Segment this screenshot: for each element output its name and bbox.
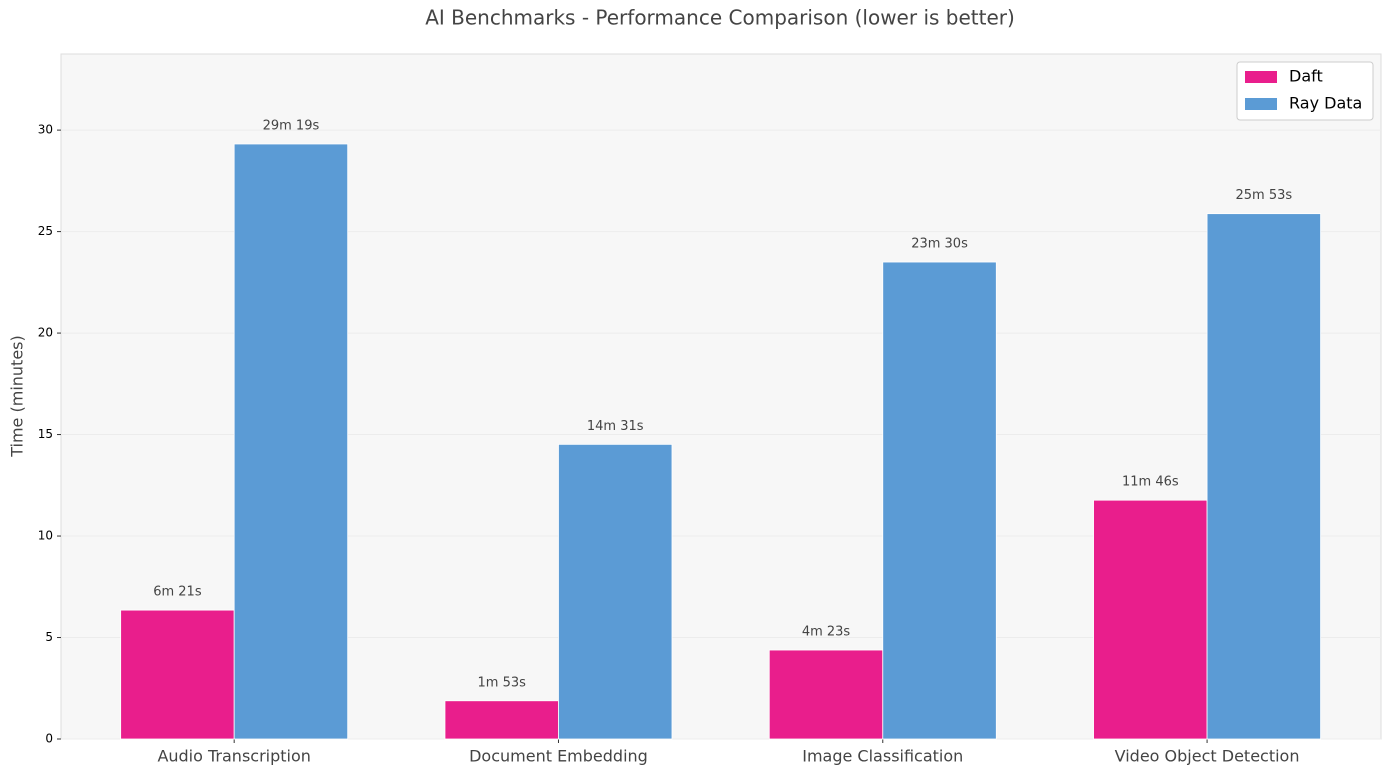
x-tick-label: Image Classification	[802, 747, 963, 766]
value-label: 6m 21s	[153, 585, 202, 600]
value-label: 4m 23s	[802, 625, 851, 640]
value-label: 23m 30s	[911, 237, 968, 252]
y-tick-label: 25	[38, 224, 53, 238]
bar	[882, 261, 997, 740]
bar	[768, 649, 884, 740]
y-axis-label: Time (minutes)	[8, 335, 27, 458]
x-tick-label: Video Object Detection	[1115, 747, 1300, 766]
value-label: 14m 31s	[587, 419, 644, 434]
y-tick-label: 5	[45, 630, 53, 644]
chart-title: AI Benchmarks - Performance Comparison (…	[425, 6, 1015, 30]
legend-label: Daft	[1289, 67, 1323, 86]
bar	[1093, 499, 1208, 740]
bar	[233, 143, 349, 740]
legend-label: Ray Data	[1289, 94, 1362, 113]
value-label: 1m 53s	[478, 675, 527, 690]
value-label: 29m 19s	[263, 118, 320, 133]
bar	[1206, 213, 1321, 740]
y-tick-label: 15	[38, 427, 53, 441]
x-tick-label: Audio Transcription	[157, 747, 310, 766]
y-tick-label: 10	[38, 529, 53, 543]
y-tick-label: 0	[45, 732, 53, 746]
value-label: 11m 46s	[1122, 475, 1179, 490]
y-tick-label: 20	[38, 326, 53, 340]
x-tick-label: Document Embedding	[469, 747, 648, 766]
bar	[444, 700, 559, 740]
y-tick-label: 30	[38, 123, 53, 137]
value-label: 25m 53s	[1236, 188, 1293, 203]
legend-swatch	[1245, 98, 1277, 110]
legend-swatch	[1245, 71, 1277, 83]
bar	[558, 443, 673, 740]
bar	[120, 609, 235, 740]
